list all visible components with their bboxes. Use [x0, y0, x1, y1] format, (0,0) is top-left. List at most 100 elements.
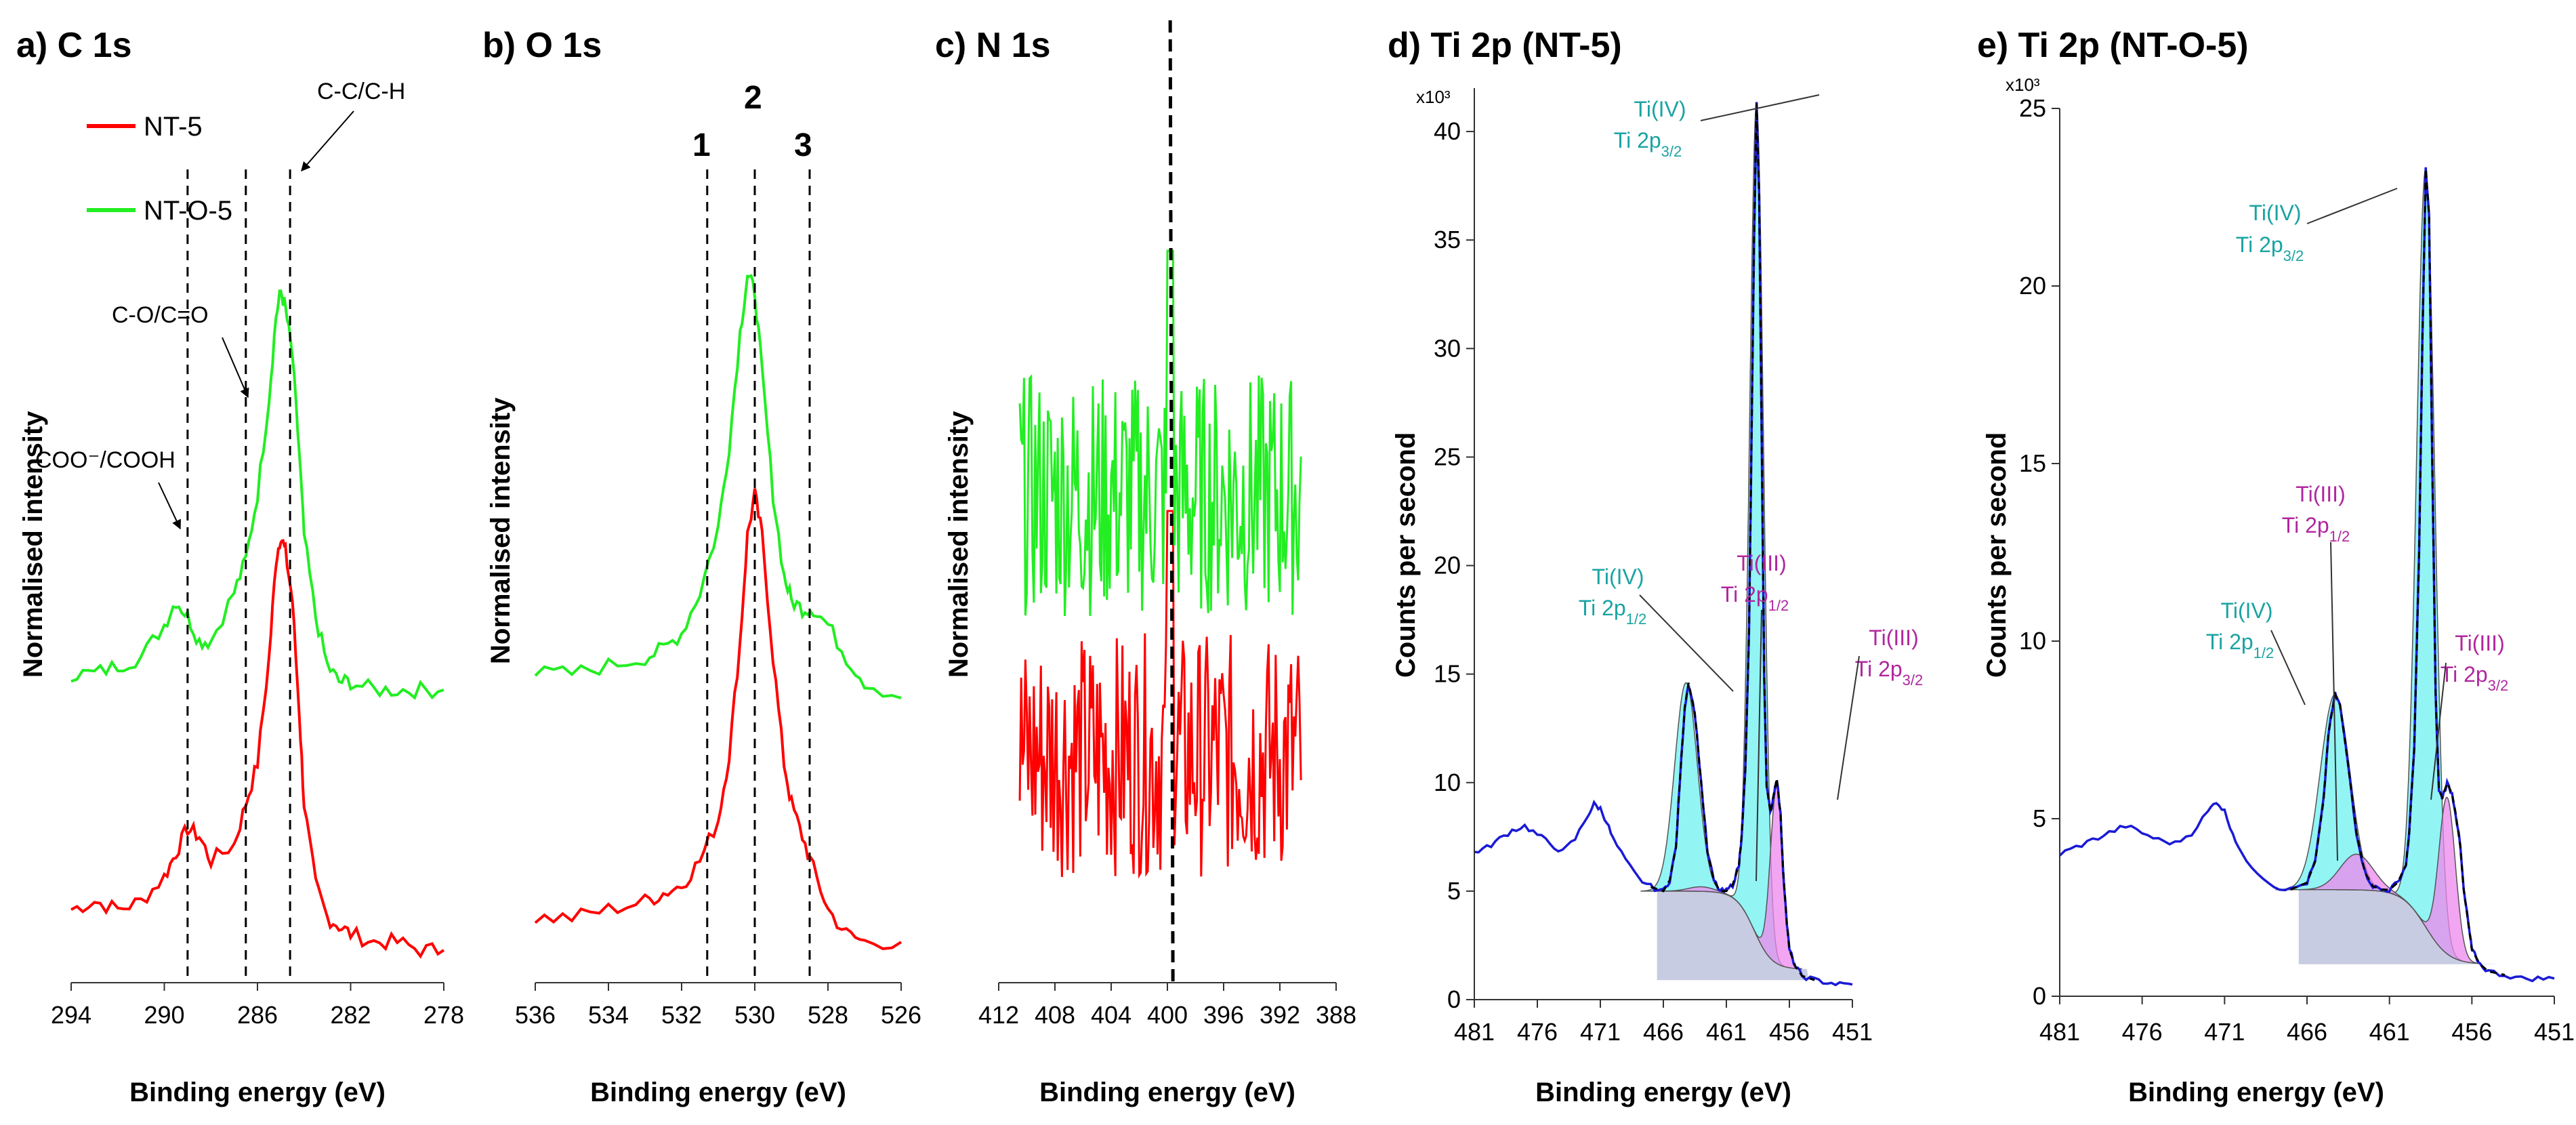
- y-tick-label: 25: [2019, 94, 2046, 122]
- x-tick-label: 282: [330, 1001, 371, 1029]
- x-tick-label: 278: [423, 1001, 464, 1029]
- y-tick-label: 20: [2019, 272, 2046, 300]
- label-line1: Ti(III): [1737, 551, 1786, 575]
- annotation-co: C-O/C=O: [112, 302, 209, 328]
- panel-b-x-ticks: 536 534 532 530 528 526: [515, 983, 921, 1029]
- annotation-cooh-arrow: [158, 482, 181, 530]
- y-tick-label: 10: [1434, 769, 1461, 796]
- label-leader: [2330, 541, 2338, 861]
- panel-b-series: [534, 274, 902, 950]
- background-fill: [2298, 889, 2497, 964]
- panel-d-ylabel: Counts per second: [1391, 432, 1421, 678]
- panel-a-ylabel: Normalised intensity: [18, 411, 48, 678]
- x-tick-label: 466: [2287, 1018, 2327, 1046]
- label-line2: Ti 2p1/2: [1721, 582, 1789, 614]
- x-tick-label: 412: [978, 1001, 1019, 1029]
- y-tick-label: 35: [1434, 226, 1461, 253]
- x-tick-label: 294: [51, 1001, 91, 1029]
- x-tick-label: 388: [1316, 1001, 1356, 1029]
- label-leader: [2430, 662, 2447, 800]
- legend-label-nt5: NT-5: [144, 112, 203, 142]
- panel-e-multiplier: x10³: [2006, 75, 2040, 95]
- panel-a-reference-lines: [186, 169, 291, 983]
- panel-d-x-ticks: 481 476 471 466 461 456 451: [1454, 1000, 1873, 1046]
- x-tick-label: 481: [2039, 1018, 2080, 1046]
- panel-c-title: c) N 1s: [935, 26, 1051, 65]
- panel-b-title: b) O 1s: [482, 26, 602, 65]
- annotation-cc-ch-arrow: [301, 110, 354, 172]
- y-tick-label: 20: [1434, 552, 1461, 579]
- label-leader: [1700, 94, 1820, 121]
- panel-c-reference-lines: [1168, 20, 1175, 983]
- x-tick-label: 396: [1203, 1001, 1244, 1029]
- panel-e-title: e) Ti 2p (NT-O-5): [1977, 26, 2249, 65]
- label-line2: Ti 2p3/2: [2440, 662, 2509, 694]
- x-tick-label: 530: [734, 1001, 775, 1029]
- panel-c-x-ticks: 412 408 404 400 396 392 388: [978, 983, 1356, 1029]
- panel-e-ylabel: Counts per second: [1982, 432, 2012, 678]
- y-tick-label: 0: [1447, 985, 1461, 1013]
- panel-d-label-tiIV-3-2: Ti(IV) Ti 2p3/2: [1614, 94, 1820, 160]
- panel-e-y-ticks: 0 5 10 15 20 25: [2019, 94, 2060, 1010]
- label-line1: Ti(III): [2455, 631, 2504, 655]
- panel-d-label-tiIV-1-2: Ti(IV) Ti 2p1/2: [1579, 565, 1734, 692]
- y-tick-label: 30: [1434, 334, 1461, 362]
- x-tick-label: 461: [2369, 1018, 2410, 1046]
- panel-e-ti2p-nto5: e) Ti 2p (NT-O-5) x10³ Counts per second…: [1977, 26, 2575, 1107]
- label-line2: Ti 2p1/2: [2282, 513, 2350, 545]
- panel-e-x-ticks: 481 476 471 466 461 456 451: [2039, 996, 2575, 1046]
- x-tick-label: 461: [1706, 1018, 1747, 1046]
- x-tick-label: 456: [1769, 1018, 1810, 1046]
- panel-e-label-tiIII-3-2: Ti(III) Ti 2p3/2: [2430, 631, 2509, 800]
- panel-e-component-fills: [2275, 167, 2497, 964]
- series-line-nt-5: [70, 539, 445, 959]
- label-leader: [1837, 655, 1860, 800]
- x-tick-label: 466: [1643, 1018, 1684, 1046]
- y-tick-label: 5: [1447, 877, 1461, 905]
- panel-a-x-ticks: 294 290 286 282 278: [51, 983, 464, 1029]
- x-tick-label: 290: [144, 1001, 184, 1029]
- series-line-nt-o-5: [70, 289, 444, 700]
- label-line1: Ti(III): [2295, 482, 2345, 506]
- panel-e-series: [2058, 167, 2555, 983]
- panel-b-xlabel: Binding energy (eV): [590, 1078, 846, 1107]
- panel-c-ylabel: Normalised intensity: [944, 411, 974, 678]
- panel-d-ti2p-nt5: d) Ti 2p (NT-5) x10³ Counts per second 0…: [1388, 26, 1923, 1107]
- label-leader: [1756, 609, 1762, 882]
- x-tick-label: 476: [2122, 1018, 2163, 1046]
- annotation-co-arrow: [222, 337, 249, 398]
- x-tick-label: 408: [1035, 1001, 1075, 1029]
- label-line1: Ti(III): [1869, 626, 1918, 650]
- x-tick-label: 404: [1091, 1001, 1131, 1029]
- x-tick-label: 481: [1454, 1018, 1495, 1046]
- background-fill: [1657, 891, 1808, 981]
- panel-e-label-tiIII-1-2: Ti(III) Ti 2p1/2: [2282, 482, 2350, 861]
- panel-d-title: d) Ti 2p (NT-5): [1388, 26, 1622, 65]
- panel-a-c1s: a) C 1s Normalised intensity 294 290 286 28…: [16, 26, 464, 1107]
- x-tick-label: 526: [881, 1001, 921, 1029]
- panel-a-xlabel: Binding energy (eV): [129, 1078, 386, 1107]
- annotation-cc-ch: C-C/C-H: [317, 79, 405, 104]
- label-leader: [2306, 188, 2398, 224]
- label-line2: Ti 2p1/2: [2206, 630, 2274, 661]
- panel-d-label-tiIII-3-2: Ti(III) Ti 2p3/2: [1837, 626, 1923, 800]
- peak-label-1: 1: [692, 127, 711, 163]
- peak-label-3: 3: [794, 127, 812, 163]
- panel-d-y-ticks: 0 5 10 15 20 25 30 35 40: [1434, 117, 1474, 1013]
- fit-envelope: [2290, 168, 2506, 977]
- x-tick-label: 451: [1832, 1018, 1873, 1046]
- x-tick-label: 286: [237, 1001, 278, 1029]
- component-peak-ti-iv-ti-2p1-2: [1640, 682, 1732, 898]
- label-line2: Ti 2p3/2: [2236, 232, 2304, 264]
- panel-c-n1s: c) N 1s Normalised intensity 412 408 404 40…: [935, 20, 1356, 1107]
- panel-a-title: a) C 1s: [16, 26, 132, 65]
- y-tick-label: 25: [1434, 443, 1461, 470]
- x-tick-label: 400: [1147, 1001, 1188, 1029]
- label-line1: Ti(IV): [1634, 97, 1686, 121]
- panel-e-label-tiIV-1-2: Ti(IV) Ti 2p1/2: [2206, 598, 2306, 705]
- panel-b-ylabel: Normalised intensity: [486, 397, 516, 664]
- panel-e-label-tiIV-3-2: Ti(IV) Ti 2p3/2: [2236, 188, 2398, 264]
- y-tick-label: 0: [2033, 982, 2046, 1010]
- series-line-nt-5: [1018, 510, 1302, 879]
- series-line-nt-o-5: [1018, 249, 1302, 617]
